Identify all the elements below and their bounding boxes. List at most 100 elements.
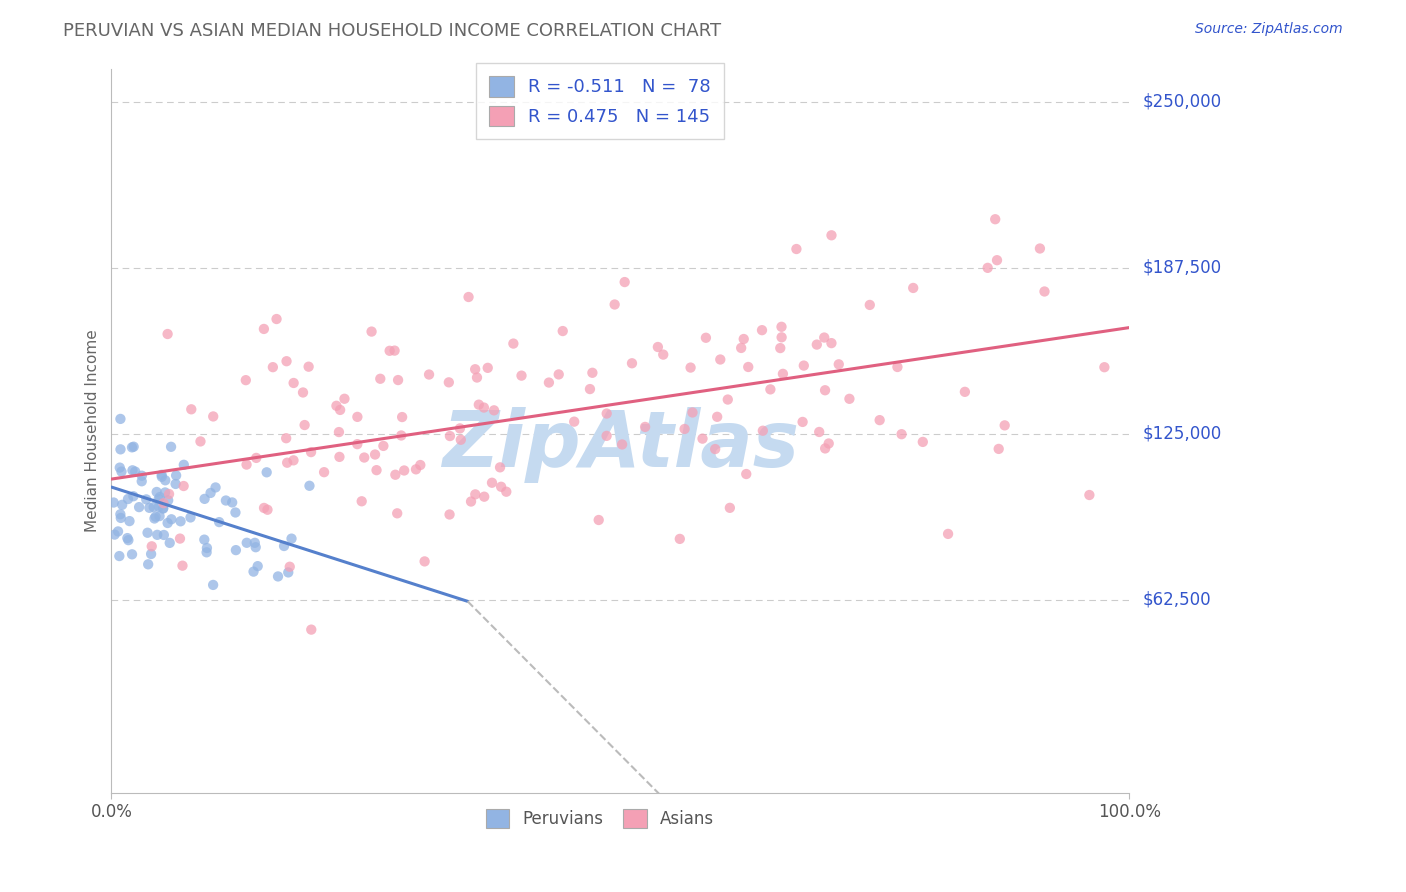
Point: [333, 392, 356, 406]
Point: [148, 492, 170, 507]
Point: [107, 524, 129, 539]
Point: [117, 533, 139, 548]
Point: [329, 403, 352, 417]
Point: [278, 559, 301, 574]
Point: [328, 425, 350, 439]
Point: [148, 509, 170, 524]
Point: [122, 440, 145, 454]
Point: [820, 336, 842, 351]
Point: [378, 343, 401, 358]
Point: [110, 511, 132, 525]
Point: [262, 360, 284, 375]
Point: [142, 500, 165, 515]
Point: [179, 510, 201, 524]
Point: [679, 360, 702, 375]
Point: [276, 431, 298, 445]
Point: [634, 420, 657, 434]
Point: [759, 383, 782, 397]
Point: [387, 373, 409, 387]
Point: [481, 475, 503, 490]
Point: [135, 492, 157, 507]
Point: [817, 436, 839, 450]
Point: [246, 559, 269, 574]
Point: [221, 495, 243, 509]
Point: [122, 489, 145, 503]
Point: [610, 437, 633, 451]
Point: [273, 539, 295, 553]
Point: [360, 325, 382, 339]
Point: [1033, 285, 1056, 299]
Point: [299, 623, 322, 637]
Point: [245, 540, 267, 554]
Point: [730, 341, 752, 355]
Point: [737, 359, 759, 374]
Text: ZipAtlas: ZipAtlas: [441, 407, 799, 483]
Point: [620, 356, 643, 370]
Point: [903, 281, 925, 295]
Point: [152, 501, 174, 516]
Point: [709, 352, 731, 367]
Point: [489, 480, 512, 494]
Point: [391, 410, 413, 425]
Point: [792, 415, 814, 429]
Point: [647, 340, 669, 354]
Point: [160, 440, 183, 454]
Point: [277, 566, 299, 580]
Point: [256, 465, 278, 479]
Point: [468, 398, 491, 412]
Point: [596, 407, 619, 421]
Point: [936, 527, 959, 541]
Point: [159, 536, 181, 550]
Point: [169, 532, 191, 546]
Point: [146, 528, 169, 542]
Point: [180, 402, 202, 417]
Point: [751, 323, 773, 337]
Point: [588, 513, 610, 527]
Point: [793, 359, 815, 373]
Point: [373, 439, 395, 453]
Legend: Peruvians, Asians: Peruvians, Asians: [479, 803, 721, 835]
Point: [1092, 360, 1115, 375]
Point: [155, 473, 177, 487]
Point: [409, 458, 432, 472]
Point: [838, 392, 860, 406]
Point: [224, 506, 246, 520]
Point: [695, 331, 717, 345]
Point: [314, 465, 336, 479]
Point: [235, 536, 257, 550]
Point: [346, 437, 368, 451]
Point: [704, 442, 727, 456]
Point: [253, 322, 276, 336]
Point: [153, 485, 176, 500]
Point: [669, 532, 692, 546]
Text: Source: ZipAtlas.com: Source: ZipAtlas.com: [1195, 22, 1343, 37]
Point: [299, 445, 322, 459]
Point: [283, 376, 305, 390]
Point: [439, 429, 461, 443]
Point: [243, 536, 266, 550]
Point: [235, 458, 257, 472]
Point: [994, 418, 1017, 433]
Point: [328, 450, 350, 464]
Point: [814, 383, 837, 397]
Text: $250,000: $250,000: [1143, 93, 1222, 111]
Point: [253, 500, 276, 515]
Point: [613, 275, 636, 289]
Point: [806, 337, 828, 351]
Point: [384, 467, 406, 482]
Point: [138, 500, 160, 515]
Point: [111, 498, 134, 512]
Point: [118, 514, 141, 528]
Point: [124, 465, 146, 479]
Point: [368, 372, 391, 386]
Point: [472, 401, 495, 415]
Point: [387, 506, 409, 520]
Point: [245, 450, 267, 465]
Point: [131, 468, 153, 483]
Point: [121, 547, 143, 561]
Point: [108, 549, 131, 563]
Point: [769, 341, 792, 355]
Point: [718, 500, 741, 515]
Point: [141, 539, 163, 553]
Point: [752, 424, 775, 438]
